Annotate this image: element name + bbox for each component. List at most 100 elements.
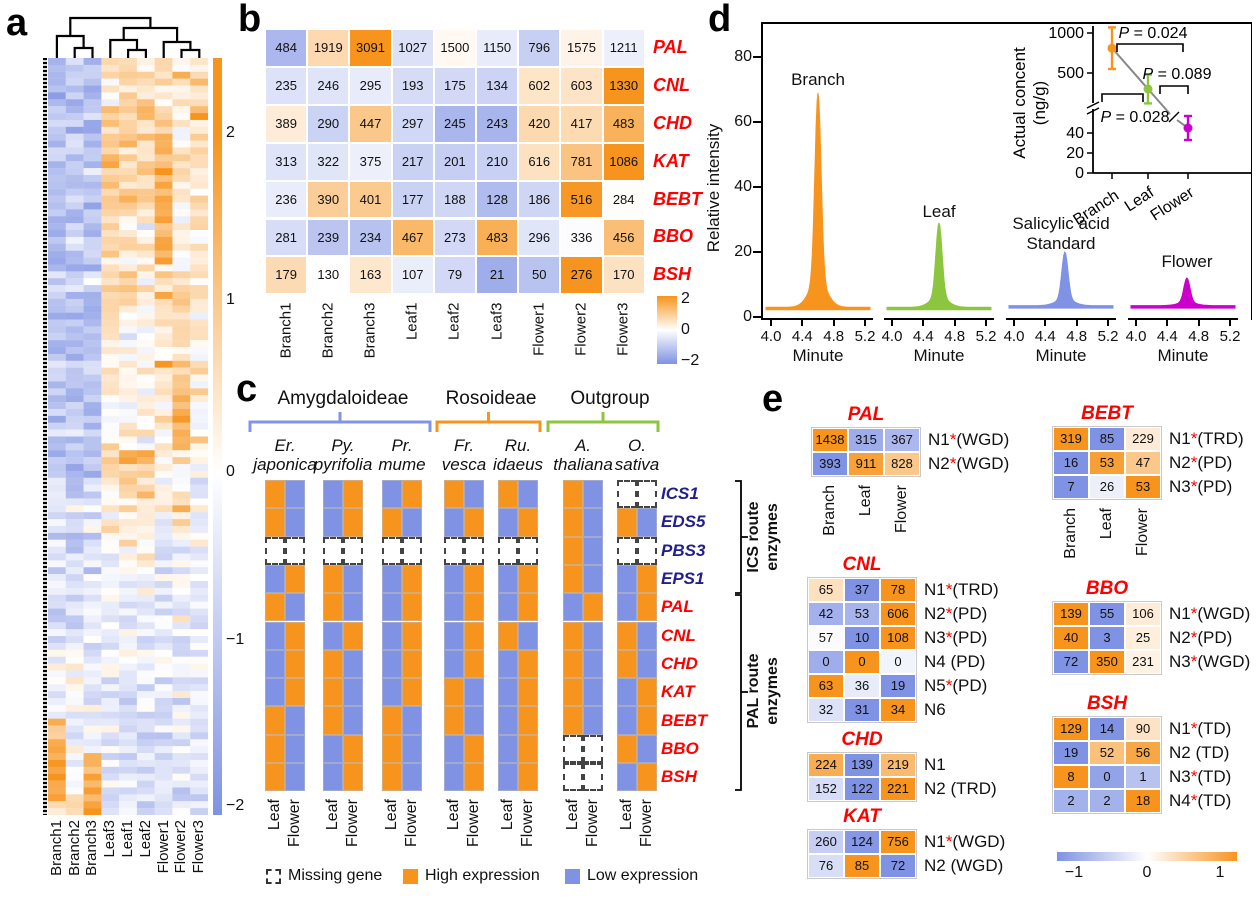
- heatmap-a-cell: [48, 340, 66, 348]
- paralog-cell: 72: [880, 854, 916, 878]
- heatmap-a-cell: [136, 333, 155, 341]
- heatmap-b-cell: 234: [349, 218, 392, 257]
- heatmap-a-cell: [83, 498, 102, 506]
- panel-c-cell-low: [498, 508, 518, 537]
- panel-c-cell-missing: [498, 536, 518, 565]
- heatmap-a-cell: [136, 99, 155, 107]
- paralog-cell: 139: [844, 753, 880, 777]
- paralog-table-title: BSH: [1086, 693, 1128, 714]
- heatmap-a-cell: [119, 470, 138, 478]
- panel-c-cell-high: [323, 649, 343, 679]
- heatmap-a-cell: [48, 92, 66, 100]
- heatmap-a-cell: [48, 808, 66, 815]
- y-tick-mark: [753, 56, 761, 58]
- heatmap-a-cell: [190, 202, 208, 210]
- heatmap-a-cell: [190, 360, 208, 368]
- heatmap-a-cell: [154, 477, 173, 485]
- panel-c-cell-high: [464, 649, 484, 679]
- heatmap-a-cell: [101, 161, 120, 169]
- heatmap-a-cell: [119, 636, 138, 644]
- heatmap-b-cell: 420: [518, 104, 561, 143]
- heatmap-a-cell: [172, 773, 191, 781]
- panel-c-cell-high: [444, 706, 464, 735]
- species-genus-label: Ru.: [504, 436, 532, 455]
- colorbar-b-tick: −2: [681, 352, 700, 369]
- paralog-cell: 55: [1089, 602, 1125, 626]
- heatmap-a-cell: [101, 64, 120, 72]
- paralog-column-label: Flower: [893, 485, 910, 534]
- panel-c-cell-low: [265, 621, 285, 650]
- heatmap-a-cell: [101, 629, 120, 637]
- paralog-row-label: N2 (WGD): [924, 856, 1004, 875]
- heatmap-a-cell: [154, 691, 173, 699]
- paralog-cell: 315: [848, 428, 884, 452]
- y-tick-label: 80: [734, 48, 752, 65]
- heatmap-a-cell: [65, 78, 84, 86]
- sub-x-tick-mark: [985, 320, 987, 326]
- paralog-cell: 122: [844, 777, 880, 801]
- colorbar-e-tick: 0: [1142, 864, 1152, 881]
- heatmap-a-cell: [83, 333, 102, 341]
- heatmap-a-cell: [154, 581, 173, 589]
- heatmap-a-cell: [154, 381, 173, 389]
- heatmap-a-cell: [83, 181, 102, 189]
- heatmap-a-cell: [101, 484, 120, 492]
- panel-c-cell-low: [464, 678, 484, 707]
- heatmap-a-cell: [172, 539, 191, 547]
- heatmap-a-cell: [172, 140, 191, 148]
- species-epithet-label: pyrifolia: [313, 455, 373, 474]
- panel-c-cell-high: [444, 678, 464, 707]
- panel-e-label: e: [762, 378, 784, 420]
- sub-x-tick-label: 4.0: [881, 328, 903, 345]
- pal-route-bracket: [735, 594, 748, 791]
- heatmap-a-cell: [48, 491, 66, 499]
- heatmap-a-cell: [119, 360, 138, 368]
- heatmap-a-cell: [83, 601, 102, 609]
- heatmap-a-cell: [48, 711, 66, 719]
- significance-star: *: [1190, 604, 1198, 623]
- heatmap-a-cell: [172, 594, 191, 602]
- heatmap-a-cell: [48, 374, 66, 382]
- panel-c-cell-low: [444, 734, 464, 763]
- heatmap-a-cell: [48, 629, 66, 637]
- significance-star: *: [1190, 453, 1198, 472]
- paralog-row-label: N3*(PD): [1169, 477, 1233, 496]
- heatmap-a-cell: [65, 119, 84, 127]
- heatmap-b-cell: 236: [265, 180, 308, 219]
- panel-c-cell-high: [637, 593, 657, 622]
- heatmap-a-cell: [65, 753, 84, 761]
- heatmap-a-cell: [190, 457, 208, 465]
- heatmap-a-cell: [101, 415, 120, 423]
- heatmap-a-cell: [65, 787, 84, 795]
- heatmap-a-cell: [101, 581, 120, 589]
- heatmap-a-cell: [119, 298, 138, 306]
- heatmap-a-cell: [83, 725, 102, 733]
- panel-c-cell-high: [343, 763, 363, 792]
- paralog-cell: 72: [1053, 650, 1089, 674]
- paralog-cell: 85: [844, 854, 880, 878]
- heatmap-a-cell: [172, 250, 191, 258]
- heatmap-a-cell: [65, 174, 84, 183]
- y-tick-mark: [753, 251, 761, 253]
- heatmap-a-cell: [101, 429, 120, 437]
- heatmap-a-cell: [119, 498, 138, 506]
- heatmap-b-cell: 296: [518, 218, 561, 257]
- heatmap-a-cell: [48, 512, 66, 520]
- heatmap-a-cell: [101, 739, 120, 747]
- heatmap-a-cell: [101, 174, 120, 183]
- heatmap-a-cell: [101, 732, 120, 740]
- paralog-cell: 221: [880, 777, 916, 801]
- paralog-row-label: N1*(WGD): [928, 430, 1010, 449]
- heatmap-a-cell: [154, 395, 173, 403]
- heatmap-a-cell: [136, 525, 155, 533]
- heatmap-a-cell: [119, 718, 138, 726]
- heatmap-a-cell: [48, 642, 66, 650]
- panel-c-label: c: [236, 368, 258, 410]
- heatmap-a-cell: [190, 808, 208, 815]
- heatmap-a-cell: [136, 759, 155, 767]
- p-value-label: P = 0.024: [1119, 25, 1188, 42]
- heatmap-a-cell: [136, 594, 155, 602]
- panel-c-cell-low: [382, 593, 402, 622]
- y-tick-label: 60: [734, 113, 752, 130]
- heatmap-a-cell: [190, 464, 208, 472]
